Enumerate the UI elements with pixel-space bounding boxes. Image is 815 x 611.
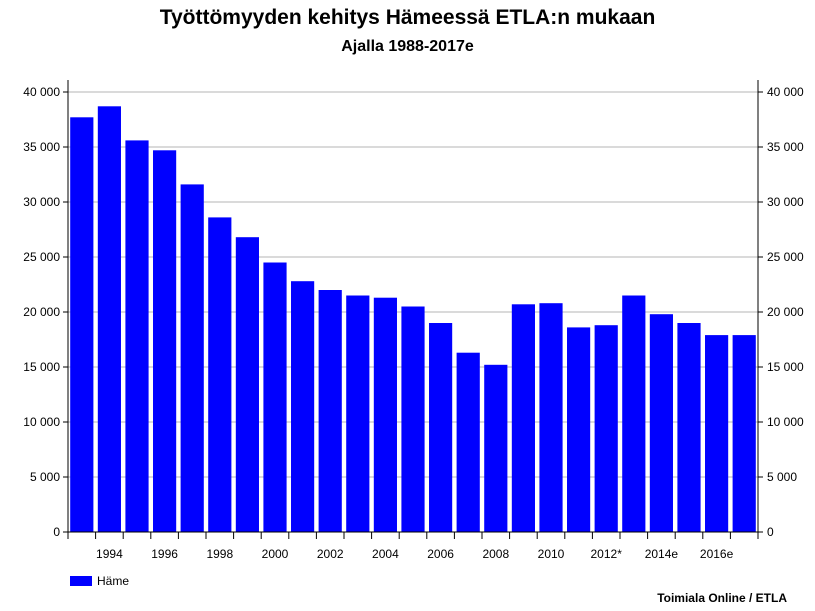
axes: 0 0 5 000 5 000 10 000 10 000 15 000 15 000 20 0… bbox=[23, 80, 804, 561]
x-tick-label: 1994 bbox=[96, 547, 123, 561]
x-tick-label: 2000 bbox=[262, 547, 289, 561]
bar bbox=[401, 306, 425, 532]
y-tick-label-left: 0 bbox=[53, 525, 60, 539]
bar bbox=[429, 323, 453, 532]
bar bbox=[677, 323, 701, 532]
x-tick-label: 1998 bbox=[206, 547, 233, 561]
y-tick-label-right: 30 000 bbox=[767, 195, 804, 209]
bar bbox=[484, 364, 508, 532]
x-tick-label: 2006 bbox=[427, 547, 454, 561]
y-tick-label-left: 35 000 bbox=[23, 140, 60, 154]
y-tick-label-left: 15 000 bbox=[23, 360, 60, 374]
bar bbox=[97, 106, 121, 533]
bar bbox=[732, 335, 756, 532]
source-credit: Toimiala Online / ETLA bbox=[657, 591, 787, 605]
y-tick-label-right: 25 000 bbox=[767, 250, 804, 264]
y-tick-label-left: 40 000 bbox=[23, 85, 60, 99]
bar bbox=[594, 325, 618, 532]
y-tick-label-right: 35 000 bbox=[767, 140, 804, 154]
x-tick-label: 2010 bbox=[538, 547, 565, 561]
y-tick-label-right: 0 bbox=[767, 525, 774, 539]
x-tick-label: 2012* bbox=[591, 547, 623, 561]
y-tick-label-left: 25 000 bbox=[23, 250, 60, 264]
bar bbox=[539, 303, 563, 532]
bar bbox=[567, 327, 591, 532]
bar bbox=[263, 262, 287, 532]
bar bbox=[705, 335, 729, 532]
bar bbox=[318, 290, 342, 532]
y-tick-label-right: 10 000 bbox=[767, 415, 804, 429]
bar bbox=[153, 150, 177, 533]
bar bbox=[180, 184, 204, 532]
y-tick-label-left: 10 000 bbox=[23, 415, 60, 429]
bar bbox=[235, 237, 259, 532]
legend: Häme bbox=[70, 574, 129, 588]
chart-title: Työttömyyden kehitys Hämeessä ETLA:n muk… bbox=[159, 6, 656, 29]
y-tick-label-right: 15 000 bbox=[767, 360, 804, 374]
x-tick-label: 1996 bbox=[151, 547, 178, 561]
bar bbox=[125, 140, 149, 532]
bar bbox=[346, 295, 370, 532]
y-tick-label-right: 40 000 bbox=[767, 85, 804, 99]
bar bbox=[70, 117, 94, 533]
x-tick-label: 2004 bbox=[372, 547, 399, 561]
x-tick-label: 2014e bbox=[645, 547, 679, 561]
chart-subtitle: Ajalla 1988-2017e bbox=[341, 38, 474, 55]
y-tick-label-left: 5 000 bbox=[30, 470, 60, 484]
x-tick-label: 2016e bbox=[700, 547, 734, 561]
y-tick-label-left: 20 000 bbox=[23, 305, 60, 319]
bar bbox=[291, 281, 315, 532]
legend-swatch bbox=[70, 576, 92, 586]
y-tick-label-right: 20 000 bbox=[767, 305, 804, 319]
bar bbox=[456, 352, 480, 532]
y-tick-label-right: 5 000 bbox=[767, 470, 797, 484]
bar bbox=[511, 304, 535, 532]
x-tick-label: 2002 bbox=[317, 547, 344, 561]
bar bbox=[649, 314, 673, 532]
x-tick-label: 2008 bbox=[482, 547, 509, 561]
bar bbox=[208, 217, 232, 532]
legend-label: Häme bbox=[97, 574, 129, 588]
bar bbox=[373, 297, 397, 532]
bars bbox=[70, 106, 756, 533]
y-tick-label-left: 30 000 bbox=[23, 195, 60, 209]
bar bbox=[622, 295, 646, 532]
